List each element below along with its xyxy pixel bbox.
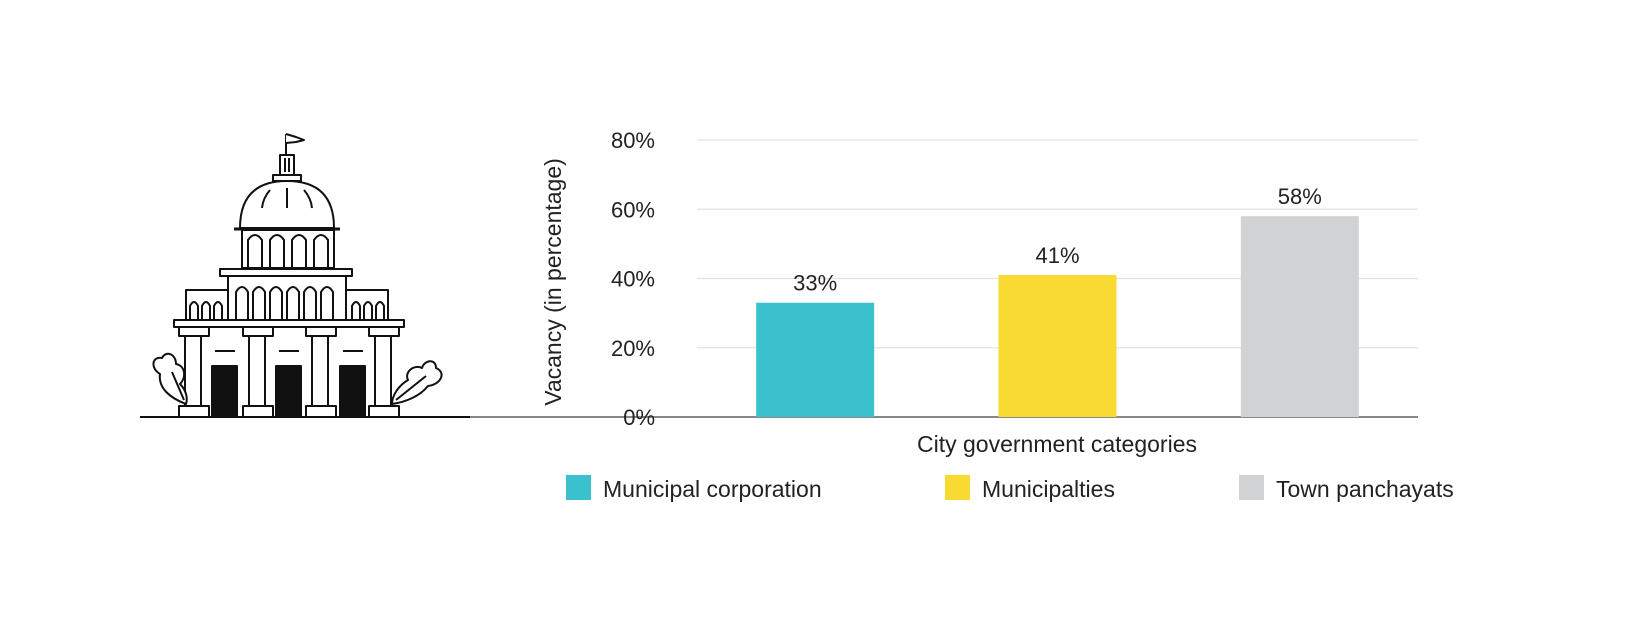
x-axis-label: City government categories <box>917 431 1197 457</box>
y-tick-label: 60% <box>611 197 655 222</box>
data-label: 58% <box>1278 184 1322 209</box>
y-tick-label: 40% <box>611 267 655 292</box>
legend-swatch <box>566 475 591 500</box>
y-tick-label: 0% <box>623 405 655 430</box>
bar-municipalties <box>998 275 1117 417</box>
legend-swatch <box>1239 475 1264 500</box>
data-label: 33% <box>793 271 837 296</box>
legend-label: Municipalties <box>982 476 1115 502</box>
data-labels: 33% 41% 58% <box>793 184 1322 296</box>
y-tick-label: 20% <box>611 336 655 361</box>
government-building-icon <box>140 133 470 418</box>
legend: Municipal corporation Municipalties Town p… <box>566 475 1454 502</box>
legend-label: Municipal corporation <box>603 476 822 502</box>
bar-town-panchayats <box>1240 216 1359 417</box>
y-tick-labels: 0% 20% 40% 60% 80% <box>611 128 655 430</box>
legend-label: Town panchayats <box>1276 476 1454 502</box>
y-axis-label: Vacancy (in percentage) <box>540 158 566 406</box>
legend-swatch <box>945 475 970 500</box>
bar-municipal-corporation <box>756 302 875 417</box>
bars <box>756 216 1359 417</box>
y-tick-label: 80% <box>611 128 655 153</box>
data-label: 41% <box>1035 243 1079 268</box>
